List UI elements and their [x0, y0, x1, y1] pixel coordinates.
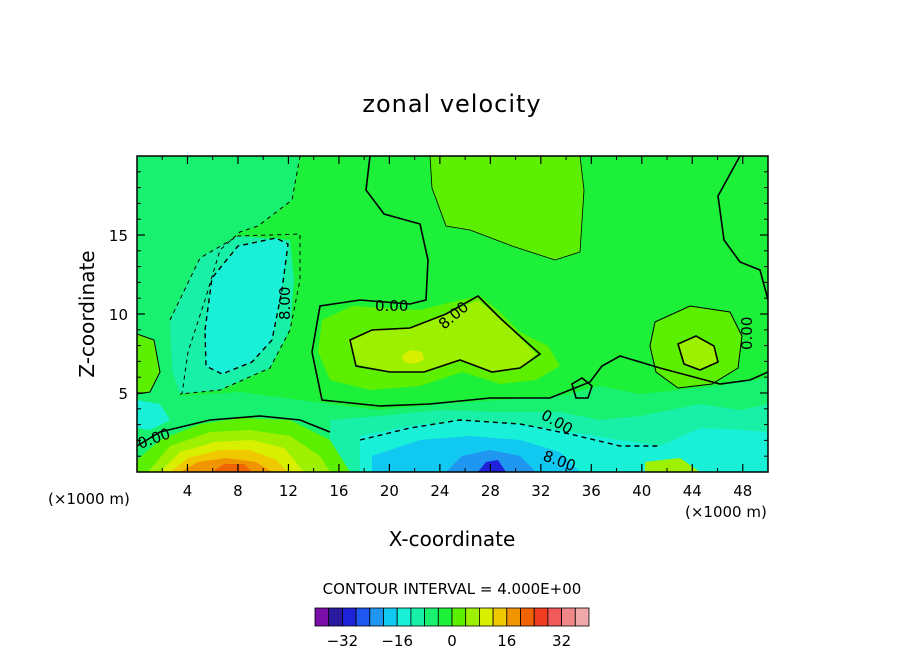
- contour-line-small-loop: [571, 377, 593, 399]
- contour-field: [137, 156, 768, 472]
- contour-line-neg-left-outer: [169, 233, 301, 395]
- x-axis-label: X-coordinate: [389, 527, 516, 551]
- colorbar-swatch: [396, 607, 412, 627]
- contour-fill-pos-max: [402, 350, 424, 364]
- contour-line-neg-low: [359, 419, 660, 447]
- contour-line-zero-right: [717, 156, 768, 301]
- colorbar-swatch: [410, 607, 425, 627]
- x-tick-label: 28: [481, 482, 500, 500]
- colorbar-swatch: [383, 607, 398, 627]
- contour-label: 0.00: [738, 317, 756, 350]
- colorbar-swatch: [561, 607, 576, 627]
- colorbar-tick-label: 16: [497, 632, 516, 650]
- colorbar-swatch: [451, 607, 467, 627]
- contour-line-upper-thin: [429, 156, 585, 261]
- colorbar-swatch: [533, 607, 549, 627]
- x-tick-label: 36: [582, 482, 601, 500]
- x-tick-label: 8: [233, 482, 243, 500]
- contour-fill-jet-6: [212, 464, 252, 472]
- contour-fill-neg-left-core: [205, 238, 288, 374]
- colorbar-swatch: [478, 607, 494, 627]
- contour-line-zero-top: [311, 156, 768, 407]
- contour-fill-neg-core: [446, 450, 536, 472]
- contour-interval-text: CONTOUR INTERVAL = 4.000E+00: [323, 580, 582, 598]
- colorbar-swatch: [492, 607, 508, 627]
- x-tick-label: 12: [279, 482, 298, 500]
- colorbar-swatch: [465, 607, 480, 627]
- y-axis-label: Z-coordinate: [75, 250, 99, 377]
- x-tick-label: 40: [632, 482, 651, 500]
- contour-label: 8.00: [276, 287, 294, 320]
- x-tick-label: 24: [430, 482, 449, 500]
- contour-line-right-outer: [649, 305, 743, 389]
- contour-fill-left-edge: [137, 334, 160, 394]
- contour-line-neg-left: [204, 237, 289, 375]
- x-tick-label: 20: [380, 482, 399, 500]
- colorbar-tick-label: 0: [447, 632, 457, 650]
- contour-fill-neg-min: [478, 460, 506, 472]
- y-tick-label: 15: [109, 227, 128, 245]
- colorbar-swatch: [506, 607, 521, 627]
- contour-lines: [137, 156, 768, 447]
- colorbar-swatch: [341, 607, 357, 627]
- contour-fill-pos-center: [430, 156, 584, 260]
- colorbar-tick-label: −32: [327, 632, 359, 650]
- chart-title: zonal velocity: [362, 90, 541, 118]
- colorbar-tick-label: 32: [552, 632, 571, 650]
- colorbar-swatch: [328, 607, 343, 627]
- colorbar-swatch: [314, 607, 330, 627]
- x-tick-label: 48: [733, 482, 752, 500]
- colorbar-swatch: [574, 607, 590, 627]
- contour-line-low-zero: [137, 415, 331, 447]
- x-tick-label: 4: [183, 482, 193, 500]
- contour-line-upper-dashed: [181, 156, 301, 395]
- contour-fill-right-edge: [645, 458, 700, 472]
- colorbar-swatch: [355, 607, 371, 627]
- y-axis-ticks: 5 10 15: [109, 171, 768, 457]
- x-tick-label: 16: [329, 482, 348, 500]
- colorbar-swatch: [437, 607, 453, 627]
- colorbar-tick-labels: −32 −16 0 16 32: [327, 632, 572, 650]
- x-tick-label: 32: [531, 482, 550, 500]
- colorbar-tick-label: −16: [381, 632, 413, 650]
- contour-line-right-cell: [677, 335, 719, 371]
- contour-fill-pos-center-core: [348, 300, 536, 372]
- y-tick-label: 10: [109, 306, 128, 324]
- colorbar-swatch: [424, 607, 439, 627]
- x-tick-label: 44: [683, 482, 702, 500]
- x-units-left: (×1000 m): [48, 490, 130, 508]
- colorbar: [314, 607, 590, 627]
- colorbar-swatch: [369, 607, 384, 627]
- contour-fill-left-edge-neg: [137, 400, 170, 430]
- colorbar-swatch: [547, 607, 563, 627]
- contour-line-eight-center: [349, 295, 542, 373]
- x-axis-ticks: 4 8 12 16 20 24 28 32 36 40 44 48: [161, 156, 752, 500]
- y-tick-label: 5: [118, 385, 128, 403]
- contour-fill-pos-right-core: [678, 336, 718, 370]
- colorbar-swatch: [520, 607, 535, 627]
- x-units-right: (×1000 m): [685, 503, 767, 521]
- contour-label: 0.00: [375, 297, 408, 315]
- contour-line-edge-left: [137, 333, 161, 395]
